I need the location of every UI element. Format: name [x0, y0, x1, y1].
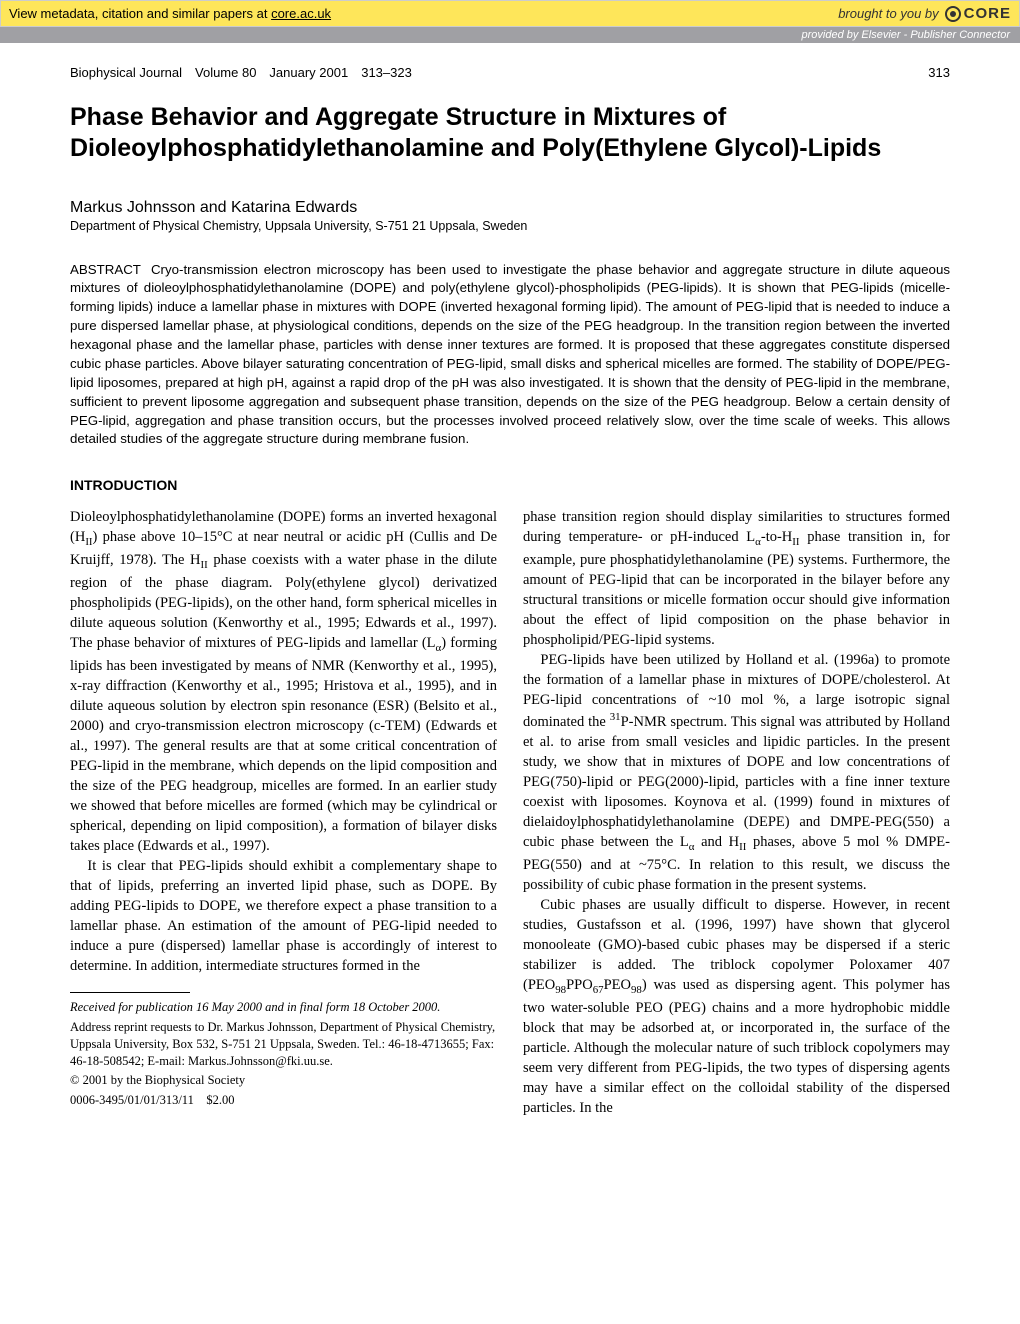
received-text: Received for publication 16 May 2000 and…	[70, 1000, 440, 1014]
p5d: ) was used as dispersing agent. This pol…	[523, 977, 950, 1116]
section-heading-introduction: INTRODUCTION	[70, 477, 950, 493]
core-link[interactable]: core.ac.uk	[271, 6, 331, 21]
abstract: ABSTRACTCryo-transmission electron micro…	[70, 261, 950, 450]
footnotes-block: Received for publication 16 May 2000 and…	[70, 992, 497, 1109]
sub-67: 67	[593, 984, 604, 996]
sub-98a: 98	[555, 984, 566, 996]
copyright-line: © 2001 by the Biophysical Society	[70, 1072, 497, 1089]
running-head: Biophysical Journal Volume 80 January 20…	[70, 65, 950, 80]
page-number: 313	[928, 65, 950, 80]
sub-II-2: II	[201, 559, 208, 571]
authors: Markus Johnsson and Katarina Edwards	[70, 199, 950, 217]
core-logo[interactable]: CORE	[945, 5, 1011, 22]
sup-31: 31	[610, 711, 621, 723]
journal-info: Biophysical Journal Volume 80 January 20…	[70, 65, 412, 80]
p5b: PPO	[566, 977, 593, 993]
abstract-label: ABSTRACT	[70, 262, 141, 277]
provided-by-text: provided by Elsevier - Publisher Connect…	[802, 29, 1011, 41]
core-metadata-banner: View metadata, citation and similar pape…	[0, 0, 1020, 27]
p4b: P-NMR spectrum. This signal was attribut…	[523, 714, 950, 850]
reprint-line: Address reprint requests to Dr. Markus J…	[70, 1019, 497, 1070]
article-page: Biophysical Journal Volume 80 January 20…	[0, 43, 1020, 1148]
body-paragraph-2: It is clear that PEG-lipids should exhib…	[70, 856, 497, 976]
code-line: 0006-3495/01/01/313/11 $2.00	[70, 1092, 497, 1109]
p1d: ) forming lipids has been investigated b…	[70, 635, 497, 854]
body-paragraph-4: PEG-lipids have been utilized by Holland…	[523, 650, 950, 895]
brought-by-text: brought to you by	[838, 6, 938, 21]
body-paragraph-1: Dioleoylphosphatidylethanolamine (DOPE) …	[70, 507, 497, 856]
body-columns: Dioleoylphosphatidylethanolamine (DOPE) …	[70, 507, 950, 1118]
received-line: Received for publication 16 May 2000 and…	[70, 999, 497, 1016]
core-icon	[945, 6, 961, 22]
p5c: PEO	[604, 977, 631, 993]
sub-II: II	[85, 536, 92, 548]
p3c: phase transition in, for example, pure p…	[523, 529, 950, 648]
sub-98b: 98	[631, 984, 642, 996]
footnote-rule	[70, 992, 190, 993]
provided-by-banner: provided by Elsevier - Publisher Connect…	[0, 27, 1020, 43]
affiliation: Department of Physical Chemistry, Uppsal…	[70, 219, 950, 233]
body-paragraph-3: phase transition region should display s…	[523, 507, 950, 650]
core-badge: brought to you by CORE	[838, 5, 1011, 22]
p4c: and H	[694, 834, 739, 850]
p3b: -to-H	[761, 529, 792, 545]
sub-II-3: II	[792, 536, 799, 548]
body-paragraph-5: Cubic phases are usually difficult to di…	[523, 895, 950, 1118]
metadata-text: View metadata, citation and similar pape…	[9, 6, 331, 21]
core-logo-text: CORE	[964, 5, 1011, 22]
article-title: Phase Behavior and Aggregate Structure i…	[70, 102, 950, 165]
metadata-prefix: View metadata, citation and similar pape…	[9, 6, 271, 21]
abstract-text: Cryo-transmission electron microscopy ha…	[70, 262, 950, 447]
